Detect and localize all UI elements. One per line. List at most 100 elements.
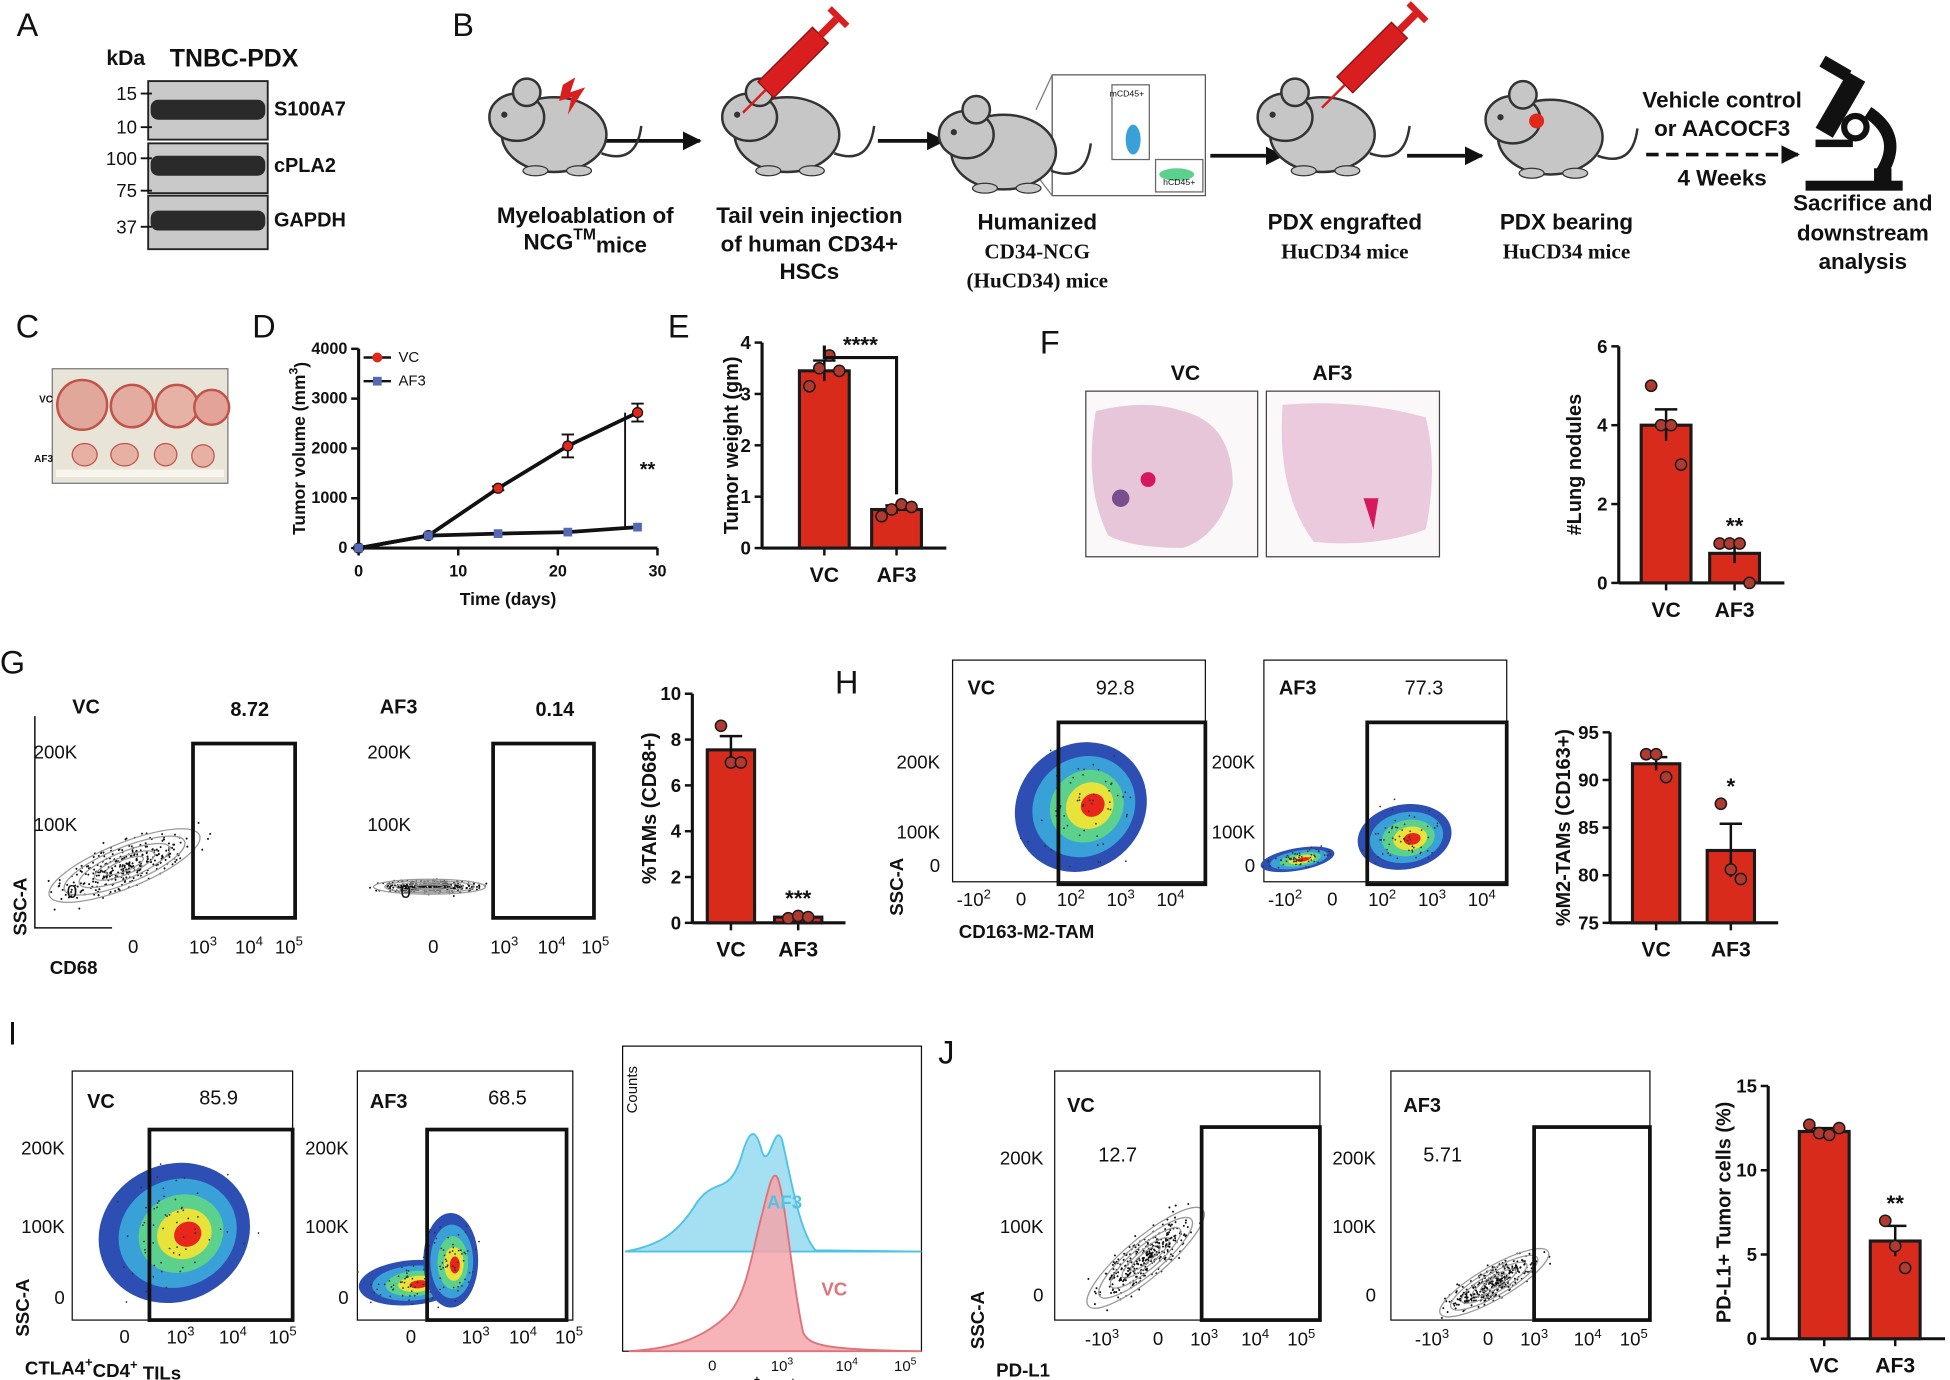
- event-dot: [58, 882, 61, 885]
- gate: [1199, 1125, 1322, 1322]
- event-dot: [114, 865, 117, 868]
- event-dot: [1285, 856, 1288, 859]
- event-dot: [454, 1253, 456, 1255]
- event-dot: [1419, 851, 1422, 854]
- event-dot: [1445, 1300, 1448, 1303]
- text-part: 4: [530, 1323, 537, 1338]
- mouse-ear: [1507, 79, 1538, 110]
- event-dot: [129, 854, 132, 857]
- event-dot: [468, 885, 471, 888]
- event-dot: [1394, 819, 1397, 822]
- y-tick-label: 200K: [367, 742, 411, 763]
- event-dot: [1280, 859, 1283, 862]
- x-tick-label: 103: [167, 1323, 195, 1347]
- event-dot: [67, 896, 70, 899]
- event-dot: [1142, 1256, 1145, 1259]
- x-axis-label: Time (days): [460, 589, 557, 609]
- event-dot: [111, 869, 114, 872]
- marker: [562, 440, 574, 452]
- event-dot: [98, 888, 101, 891]
- event-dot: [75, 867, 78, 870]
- event-dot: [1274, 857, 1277, 860]
- event-dot: [1475, 1289, 1478, 1292]
- event-dot: [152, 1242, 155, 1244]
- event-dot: [457, 1285, 459, 1288]
- event-dot: [1504, 1283, 1507, 1286]
- event-dot: [1467, 1290, 1470, 1293]
- marker: [423, 531, 433, 540]
- event-dot: [74, 888, 77, 891]
- gate: [1056, 720, 1208, 887]
- event-dot: [185, 1248, 187, 1251]
- x-tick-label: 0: [1483, 1328, 1493, 1349]
- event-dot: [1094, 1292, 1097, 1295]
- event-dot: [172, 1252, 175, 1254]
- event-dot: [145, 1206, 147, 1209]
- tissue: [1281, 403, 1432, 544]
- event-dot: [1262, 865, 1265, 868]
- event-dot: [1095, 822, 1097, 825]
- event-dot: [156, 854, 159, 857]
- event-dot: [117, 887, 120, 890]
- event-dot: [207, 837, 209, 840]
- event-dot: [1083, 829, 1086, 832]
- event-dot: [1408, 836, 1410, 838]
- event-dot: [144, 842, 147, 845]
- event-dot: [125, 876, 128, 879]
- event-dot: [459, 1249, 462, 1252]
- event-dot: [153, 859, 156, 862]
- event-dot: [110, 870, 113, 873]
- blot-band-label: cPLA2: [274, 155, 336, 177]
- event-dot: [1164, 1256, 1167, 1259]
- y-tick-label: 75: [1578, 912, 1599, 933]
- y-tick-label: 4000: [311, 340, 347, 358]
- event-dot: [376, 1288, 379, 1291]
- mouse-foot: [1334, 165, 1361, 177]
- event-dot: [1124, 1279, 1127, 1282]
- contour: [372, 878, 487, 895]
- mouse: [1256, 77, 1411, 177]
- y-tick-label: 4: [671, 821, 682, 842]
- panel-label: F: [1040, 325, 1060, 361]
- event-dot: [439, 1288, 441, 1291]
- event-dot: [409, 1295, 411, 1297]
- event-dot: [1396, 826, 1399, 829]
- event-dot: [1122, 796, 1125, 798]
- event-dot: [1298, 854, 1301, 857]
- event-dot: [1521, 1259, 1524, 1262]
- text-part: 10: [1574, 1328, 1595, 1349]
- event-dot: [406, 1272, 408, 1275]
- event-dot: [1136, 1250, 1139, 1253]
- event-dot: [456, 885, 459, 888]
- event-dot: [1135, 1281, 1138, 1284]
- event-dot: [1182, 1234, 1185, 1237]
- event-dot: [1097, 768, 1100, 771]
- x-tick-label: 10: [449, 563, 467, 581]
- event-dot: [1442, 1307, 1445, 1310]
- event-dot: [1044, 844, 1047, 847]
- y-tick-label: 1: [740, 486, 750, 507]
- event-dot: [1485, 1294, 1488, 1297]
- x-tick-label: 0: [1016, 889, 1026, 910]
- event-dot: [422, 1283, 425, 1286]
- x-tick-label: 105: [269, 1323, 297, 1347]
- event-dot: [452, 1286, 455, 1289]
- event-dot: [1147, 1256, 1150, 1259]
- event-dot: [124, 838, 127, 841]
- event-dot: [174, 1198, 177, 1201]
- y-tick-label: 100K: [1000, 1216, 1044, 1237]
- event-dot: [1113, 1276, 1116, 1279]
- event-dot: [140, 832, 143, 835]
- event-dot: [1182, 1224, 1185, 1227]
- y-tick-label: 3000: [311, 390, 347, 408]
- marker-label: 100: [106, 148, 137, 169]
- step-label: Sacrifice and: [1793, 191, 1932, 216]
- event-dot: [1497, 1279, 1500, 1282]
- event-dot: [1512, 1260, 1515, 1263]
- text-part: 10: [1190, 1328, 1211, 1349]
- x-tick-label: VC: [1810, 1355, 1839, 1378]
- x-axis-label: CD163-M2-TAM: [959, 921, 1094, 942]
- event-dot: [1145, 1269, 1148, 1272]
- text-part: 3: [482, 1323, 489, 1338]
